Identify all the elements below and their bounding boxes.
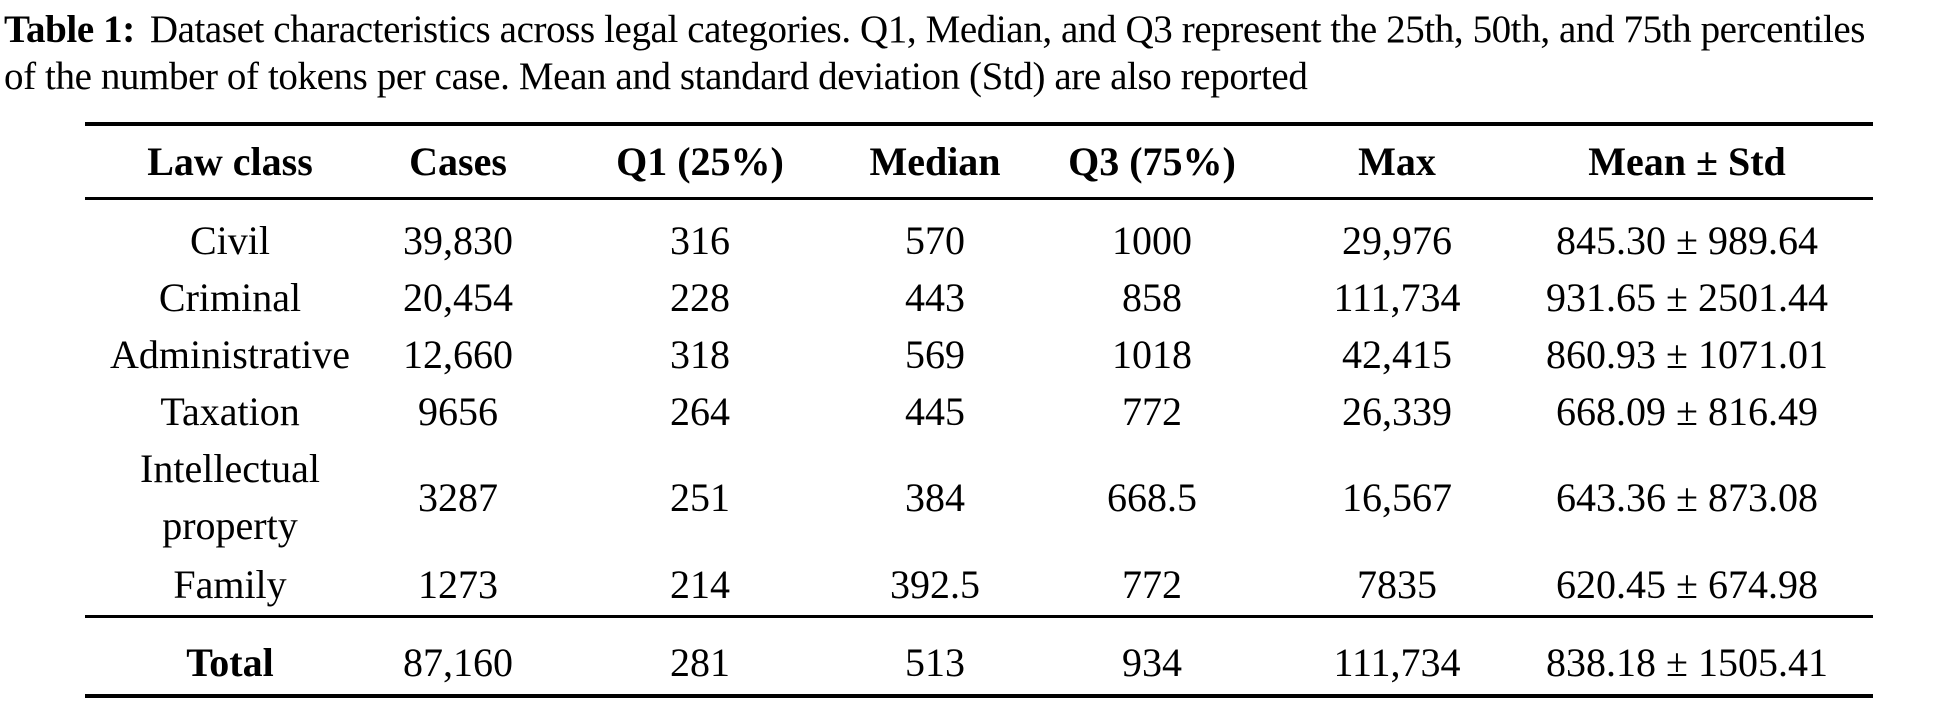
cell-law-class: Criminal (158, 275, 302, 320)
cell-mean-std: 620.45 ± 674.98 (1556, 562, 1818, 607)
cell-cases: 1273 (418, 562, 498, 607)
cell-max: 26,339 (1342, 389, 1452, 434)
cell-cases: 20,454 (403, 275, 513, 320)
cell-mean-std: 668.09 ± 816.49 (1556, 389, 1818, 434)
cell-median: 384 (905, 474, 965, 520)
col-header-max: Max (1293, 126, 1501, 200)
table-row-criminal: Criminal 20,454 228 443 858 111,734 931.… (85, 269, 1873, 326)
cell-cases: 87,160 (375, 615, 541, 694)
cell-law-class: Taxation (160, 389, 300, 434)
col-header-q1: Q1 (25%) (541, 126, 859, 200)
cell-mean-std: 931.65 ± 2501.44 (1546, 275, 1828, 320)
col-header-q3: Q3 (75%) (1011, 126, 1293, 200)
cell-q3: 858 (1122, 275, 1182, 320)
table-row-family: Family 1273 214 392.5 772 7835 620.45 ± … (85, 554, 1873, 615)
cell-mean-std: 860.93 ± 1071.01 (1546, 332, 1828, 377)
cell-max: 16,567 (1342, 474, 1452, 520)
cell-law-class: Civil (189, 218, 271, 263)
table-row-taxation: Taxation 9656 264 445 772 26,339 668.09 … (85, 383, 1873, 440)
cell-mean-std: 838.18 ± 1505.41 (1501, 615, 1873, 694)
cell-cases: 12,660 (403, 332, 513, 377)
cell-median: 392.5 (890, 562, 980, 607)
col-header-median: Median (859, 126, 1011, 200)
cell-law-class: Family (173, 562, 287, 607)
table-row-civil: Civil 39,830 316 570 1000 29,976 845.30 … (85, 200, 1873, 269)
table-row-total: Total 87,160 281 513 934 111,734 838.18 … (85, 615, 1873, 694)
cell-max: 111,734 (1293, 615, 1501, 694)
cell-q3: 772 (1122, 562, 1182, 607)
cell-mean-std: 643.36 ± 873.08 (1556, 474, 1818, 520)
cell-law-class: Administrative (110, 332, 350, 377)
cell-q3: 668.5 (1107, 474, 1197, 520)
cell-max: 29,976 (1342, 218, 1452, 263)
cell-median: 569 (905, 332, 965, 377)
caption-line-1: Table 1: Dataset characteristics across l… (4, 6, 1951, 53)
cell-median: 570 (905, 218, 965, 263)
cell-total-label: Total (85, 615, 375, 694)
cell-q1: 281 (541, 615, 859, 694)
cell-max: 7835 (1357, 562, 1437, 607)
caption-label: Table 1: (4, 8, 135, 51)
cell-q3: 934 (1011, 615, 1293, 694)
col-header-mean-std: Mean ± Std (1501, 126, 1873, 200)
col-header-law-class: Law class (85, 126, 375, 200)
cell-q1: 316 (670, 218, 730, 263)
cell-q1: 228 (670, 275, 730, 320)
caption-text-line-1: Dataset characteristics across legal cat… (149, 8, 1866, 51)
dataset-characteristics-table: Law class Cases Q1 (25%) Median Q3 (75%)… (85, 122, 1873, 698)
cell-q1: 318 (670, 332, 730, 377)
cell-median: 445 (905, 389, 965, 434)
cell-cases: 3287 (418, 474, 498, 520)
cell-q1: 251 (670, 474, 730, 520)
caption-text-line-2: of the number of tokens per case. Mean a… (4, 55, 1308, 98)
cell-max: 111,734 (1333, 275, 1461, 320)
cell-q1: 264 (670, 389, 730, 434)
cell-q3: 1018 (1112, 332, 1192, 377)
header-row: Law class Cases Q1 (25%) Median Q3 (75%)… (85, 126, 1873, 200)
col-header-cases: Cases (375, 126, 541, 200)
cell-cases: 9656 (418, 389, 498, 434)
cell-max: 42,415 (1342, 332, 1452, 377)
cell-mean-std: 845.30 ± 989.64 (1556, 218, 1818, 263)
cell-cases: 39,830 (403, 218, 513, 263)
dataset-table: Law class Cases Q1 (25%) Median Q3 (75%)… (85, 122, 1873, 698)
table-caption: Table 1: Dataset characteristics across l… (4, 6, 1951, 100)
table-row-intellectual-property: Intellectual property 3287 251 384 668.5… (85, 440, 1873, 554)
cell-q1: 214 (670, 562, 730, 607)
cell-q3: 772 (1122, 389, 1182, 434)
cell-median: 513 (859, 615, 1011, 694)
cell-q3: 1000 (1112, 218, 1192, 263)
cell-median: 443 (905, 275, 965, 320)
table-row-administrative: Administrative 12,660 318 569 1018 42,41… (85, 326, 1873, 383)
cell-law-class: Intellectual property (140, 446, 320, 548)
